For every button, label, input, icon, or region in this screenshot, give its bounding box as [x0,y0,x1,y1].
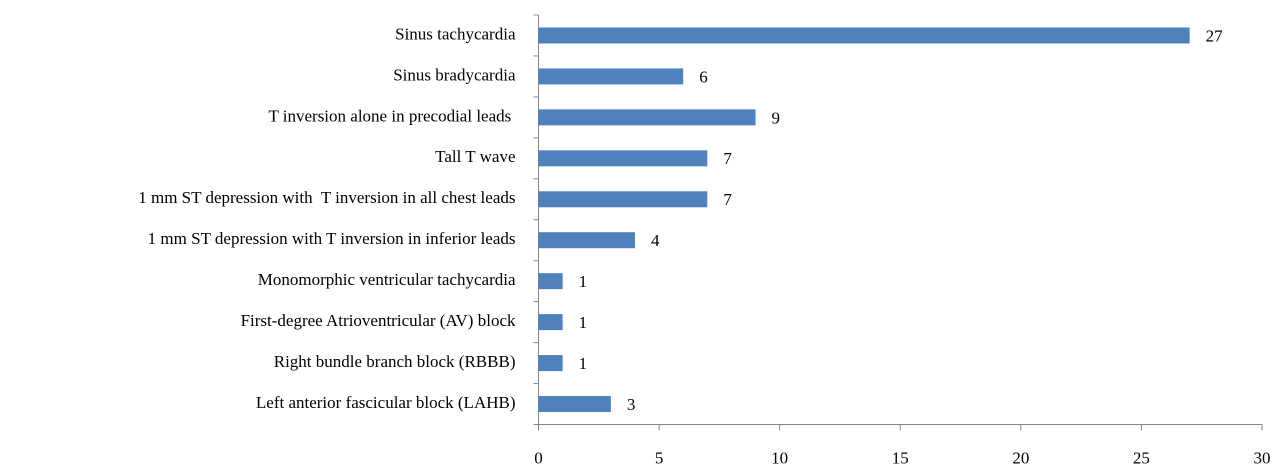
y-tick-label: First-degree Atrioventricular (AV) block [241,311,516,330]
x-tick-label: 10 [771,448,788,466]
bar [538,355,563,372]
y-tick-label: 1 mm ST depression with T inversion in i… [148,229,516,248]
value-label: 1 [579,354,588,373]
bar [538,109,756,126]
x-tick-label: 20 [1012,448,1029,466]
x-tick-label: 15 [892,448,909,466]
x-tick-label: 0 [534,448,543,466]
value-label: 7 [723,149,732,168]
value-label: 9 [772,108,781,127]
y-tick-label: Tall T wave [435,147,515,166]
y-tick-label: Right bundle branch block (RBBB) [274,352,516,371]
y-tick-label: Sinus tachycardia [395,24,516,43]
bar [538,150,708,167]
value-label: 7 [723,190,732,209]
y-tick-label: Sinus bradycardia [393,65,516,84]
x-tick-label: 5 [655,448,664,466]
bar [538,314,563,331]
bar [538,232,635,249]
y-tick-label: Left anterior fascicular block (LAHB) [256,393,516,412]
value-label: 4 [651,231,660,250]
bar [538,396,611,413]
value-label: 3 [627,395,636,414]
bar [538,191,708,208]
bar [538,273,563,290]
value-label: 27 [1206,26,1224,45]
bar [538,27,1190,44]
y-tick-label: T inversion alone in precodial leads [268,106,515,125]
x-tick-label: 25 [1133,448,1150,466]
x-tick-label: 30 [1254,448,1271,466]
value-label: 1 [579,313,588,332]
value-label: 6 [699,67,708,86]
y-tick-label: 1 mm ST depression with T inversion in a… [138,188,515,207]
bar [538,68,684,85]
y-tick-label: Monomorphic ventricular tachycardia [258,270,516,289]
value-label: 1 [579,272,588,291]
